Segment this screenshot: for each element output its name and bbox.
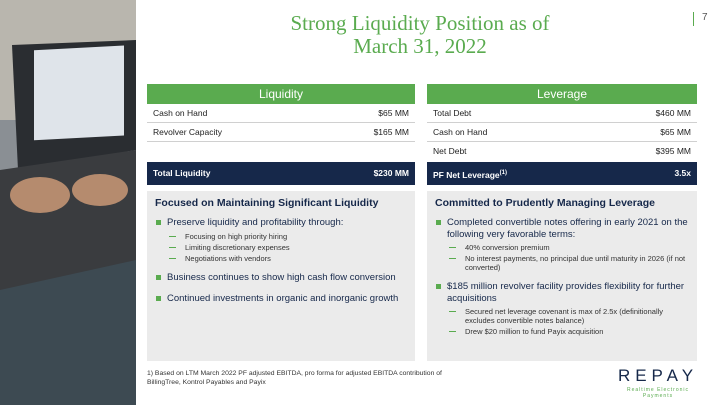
page-number: 7	[693, 12, 708, 26]
liquidity-table: Liquidity Cash on Hand $65 MM Revolver Ca…	[147, 84, 415, 185]
footnote: 1) Based on LTM March 2022 PF adjusted E…	[147, 370, 442, 386]
table-row: Net Debt $395 MM	[433, 146, 691, 156]
total-row: PF Net Leverage(1) 3.5x	[427, 162, 697, 185]
bullet: Preserve liquidity and profitability thr…	[155, 217, 407, 229]
table-header: Liquidity	[147, 84, 415, 104]
bullet: Continued investments in organic and ino…	[155, 293, 407, 305]
sub-bullet: Limiting discretionary expenses	[155, 243, 407, 252]
title: Strong Liquidity Position as of March 31,…	[290, 11, 550, 58]
logo: REPAY Realtime Electronic Payments	[617, 366, 699, 399]
sub-bullet: Focusing on high priority hiring	[155, 232, 407, 241]
photo	[0, 0, 136, 405]
box-title: Focused on Maintaining Significant Liqui…	[155, 197, 379, 209]
leverage-table: Leverage Total Debt $460 MM Cash on Hand $…	[427, 84, 697, 185]
table-row: Revolver Capacity $165 MM	[147, 123, 415, 142]
sub-bullet: 40% conversion premium	[435, 243, 689, 252]
box-title: Committed to Prudently Managing Leverage	[435, 197, 655, 209]
table-row: Total Debt $460 MM	[427, 104, 697, 123]
sub-bullet: No interest payments, no principal due u…	[435, 254, 689, 272]
table-row: Cash on Hand $65 MM	[427, 123, 697, 142]
sub-bullet: Negotiations with vendors	[155, 254, 407, 263]
bullet: Completed convertible notes offering in …	[435, 217, 689, 240]
sub-bullet: Secured net leverage covenant is max of …	[435, 307, 689, 325]
sub-bullet: Drew $20 million to fund Payix acquisiti…	[435, 327, 689, 336]
table-header: Leverage	[427, 84, 697, 104]
bullet: $185 million revolver facility provides …	[435, 281, 689, 304]
bullet: Business continues to show high cash flo…	[155, 272, 407, 284]
text-box: Committed to Prudently Managing Leverage…	[427, 191, 697, 361]
text-box: Focused on Maintaining Significant Liqui…	[147, 191, 415, 361]
total-row: Total Liquidity $230 MM	[147, 162, 415, 185]
table-row: Cash on Hand $65 MM	[147, 104, 415, 123]
